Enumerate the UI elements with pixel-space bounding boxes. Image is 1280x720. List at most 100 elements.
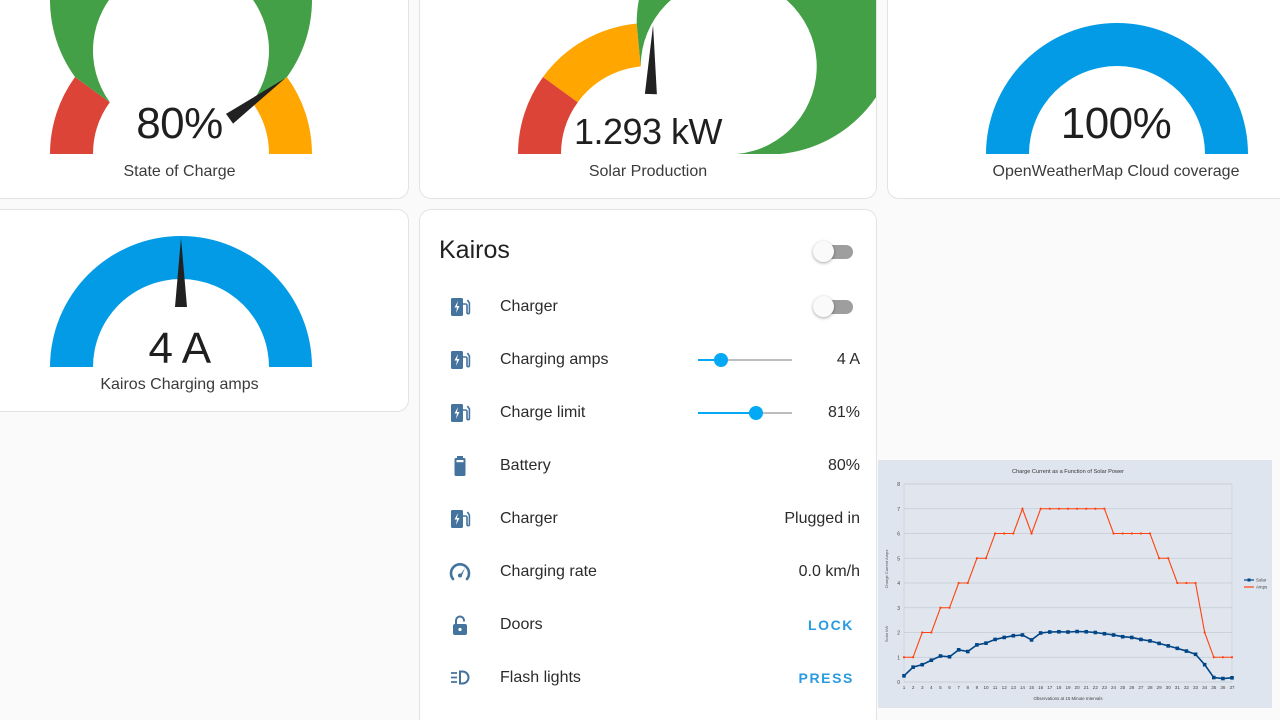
x-tick-label: 11: [993, 685, 998, 690]
y-tick-label: 6: [897, 532, 900, 538]
press-button[interactable]: PRESS: [798, 670, 854, 686]
data-point: [912, 656, 915, 659]
x-tick-label: 15: [1029, 685, 1035, 690]
gauge-segment: [50, 0, 312, 103]
data-point: [1221, 656, 1224, 659]
x-tick-label: 27: [1138, 685, 1144, 690]
ev-station-icon: [448, 348, 472, 372]
battery-icon: [448, 454, 472, 478]
data-point: [1211, 675, 1216, 680]
y-tick-label: 1: [897, 655, 900, 661]
data-point: [921, 631, 924, 634]
data-point: [1157, 641, 1161, 646]
data-point: [902, 656, 906, 659]
card-title: Kairos: [439, 236, 510, 264]
x-tick-label: 9: [976, 685, 979, 690]
gauge-value: 1.293 kW: [573, 111, 723, 152]
entity-row-charger[interactable]: Charger Plugged in: [420, 499, 876, 539]
entity-row-charge-limit[interactable]: Charge limit 81%: [420, 393, 876, 433]
x-tick-label: 5: [939, 685, 942, 690]
gauge-segment: [252, 77, 312, 154]
kairos-entities-card: Kairos Charger Charging amps 4 A Charge lim…: [419, 209, 877, 720]
entity-row-charging-rate[interactable]: Charging rate 0.0 km/h: [420, 552, 876, 592]
data-point: [966, 581, 969, 585]
data-point: [975, 557, 978, 560]
x-tick-label: 30: [1166, 685, 1172, 690]
data-point: [1185, 581, 1188, 585]
gauge-card-solar-production[interactable]: 1.293 kW Solar Production: [419, 0, 877, 199]
x-tick-label: 36: [1220, 685, 1226, 690]
entity-value: 4 A: [836, 351, 860, 368]
x-tick-label: 13: [1011, 685, 1017, 690]
entity-label: Charge limit: [500, 404, 586, 421]
data-point: [1139, 637, 1143, 642]
charge-limit-slider[interactable]: [698, 405, 792, 421]
data-point: [1076, 507, 1079, 510]
data-point: [1230, 656, 1234, 659]
slider-knob[interactable]: [713, 353, 728, 367]
gauge-needle: [175, 238, 187, 307]
y-tick-label: 4: [897, 581, 900, 587]
ev-station-icon: [448, 401, 472, 425]
gauge-segment: [986, 23, 1248, 154]
data-point: [1166, 644, 1171, 648]
x-tick-label: 33: [1193, 685, 1199, 690]
car-light-high-icon: [448, 666, 472, 690]
y-tick-label: 5: [897, 556, 900, 562]
legend-marker: [1247, 578, 1251, 582]
x-tick-label: 23: [1102, 685, 1108, 690]
x-tick-label: 19: [1065, 685, 1071, 690]
entity-value: 0.0 km/h: [798, 563, 860, 580]
data-point: [911, 665, 915, 669]
entity-row-battery[interactable]: Battery 80%: [420, 446, 876, 486]
data-point: [1121, 532, 1124, 535]
entity-row-doors[interactable]: Doors LOCK: [420, 605, 876, 645]
entity-row-flash-lights[interactable]: Flash lights PRESS: [420, 658, 876, 698]
data-point: [1129, 635, 1134, 640]
entity-value: 80%: [827, 457, 860, 474]
x-tick-label: 10: [983, 685, 989, 690]
entity-label: Charger: [500, 298, 558, 315]
data-point: [1021, 507, 1024, 510]
gauge-segment: [543, 23, 641, 103]
entity-row-charger[interactable]: Charger: [420, 287, 876, 327]
kairos-master-toggle[interactable]: [813, 240, 855, 264]
data-point: [1048, 507, 1051, 510]
data-point: [1139, 532, 1142, 535]
x-tick-label: 20: [1075, 685, 1081, 690]
lock-button[interactable]: LOCK: [807, 617, 854, 633]
y-axis-label: Charge Current Amps: [884, 550, 889, 589]
data-point: [948, 606, 951, 609]
data-point: [1075, 629, 1079, 634]
x-tick-label: 29: [1157, 685, 1163, 690]
data-point: [947, 654, 952, 659]
x-tick-label: 26: [1129, 685, 1135, 690]
x-tick-label: 8: [966, 685, 969, 690]
entity-value: 81%: [827, 404, 860, 421]
gauge-segment: [50, 236, 312, 367]
charge-current-chart: 0 1 2 3 4 5 6 7 8 1 2 3 4 5 6 7 8 9 10 11 12 13 14 15 16 17 18 19 20…: [878, 460, 1272, 708]
data-point: [993, 637, 997, 642]
gauge-segment: [636, 0, 876, 154]
data-point: [1102, 631, 1107, 636]
data-point: [994, 532, 997, 535]
y-tick-label: 0: [897, 680, 900, 686]
data-point: [1039, 507, 1042, 510]
x-tick-label: 12: [1002, 685, 1008, 690]
data-point: [1193, 652, 1198, 657]
data-point: [1111, 633, 1116, 637]
legend-label: Amps: [1256, 585, 1268, 590]
y-tick-label: 3: [897, 606, 900, 612]
gauge-card-state-of-charge[interactable]: 80% State of Charge: [0, 0, 409, 199]
gauge-card-cloud-coverage[interactable]: 100% OpenWeatherMap Cloud coverage: [887, 0, 1280, 199]
gauge-needle: [644, 25, 657, 95]
slider-knob[interactable]: [749, 406, 764, 420]
gauge-card-kairos-charging-amps[interactable]: 4 A Kairos Charging amps: [0, 209, 409, 412]
entity-row-charging-amps[interactable]: Charging amps 4 A: [420, 340, 876, 380]
x-tick-label: 34: [1202, 685, 1208, 690]
data-point: [1176, 581, 1179, 585]
data-point: [1030, 532, 1033, 535]
charger-toggle[interactable]: [813, 295, 855, 319]
charging-amps-slider[interactable]: [698, 352, 792, 368]
